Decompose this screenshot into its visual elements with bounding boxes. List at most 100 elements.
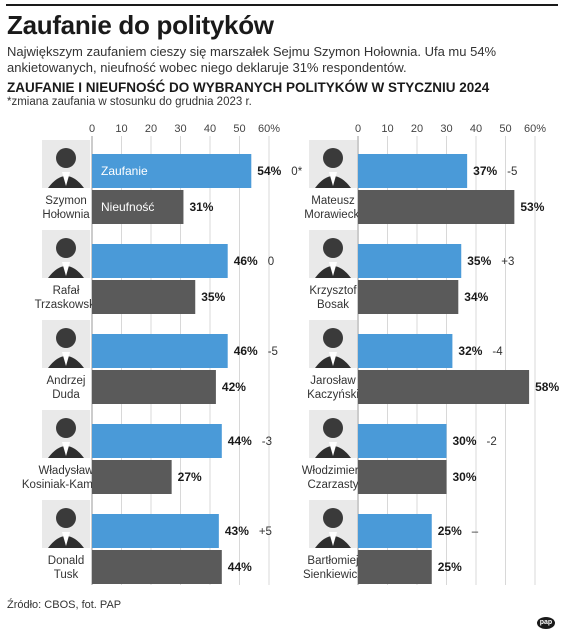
politician-name-line1: Mateusz [311, 195, 355, 207]
source-note: Źródło: CBOS, fot. PAP [7, 599, 122, 611]
distrust-bar [92, 460, 172, 494]
politician-name-line2: Duda [52, 389, 80, 401]
distrust-value-label: 53% [520, 200, 544, 214]
trust-value-label: 30% [453, 434, 477, 448]
portrait-shirt-icon [329, 442, 337, 456]
legend-distrust-label: Nieufność [101, 200, 154, 214]
portrait-head-icon [56, 238, 76, 258]
portrait-head-icon [56, 508, 76, 528]
trust-value-label: 46% [234, 344, 258, 358]
portrait-shirt-icon [329, 172, 337, 186]
portrait-head-icon [56, 418, 76, 438]
trust-bar [358, 514, 432, 548]
distrust-bar [92, 370, 216, 404]
trust-change-label: +5 [259, 526, 272, 538]
x-tick-label: 20 [145, 123, 157, 135]
portrait-shirt-icon [62, 442, 70, 456]
politician-name-line2: Sienkiewicz [303, 569, 363, 581]
x-tick-label: 30 [440, 123, 452, 135]
trust-change-label: – [472, 526, 479, 538]
politician-name-line2: Morawiecki [304, 209, 362, 221]
page-subtitle: Największym zaufaniem cieszy się marszał… [7, 44, 497, 75]
portrait-head-icon [323, 328, 343, 348]
trust-bar [358, 334, 453, 368]
x-tick-label: 60% [524, 123, 546, 135]
x-tick-label: 20 [411, 123, 423, 135]
trust-change-label: -4 [492, 346, 503, 358]
pap-logo: pap [537, 617, 555, 629]
politician-name-line1: Donald [48, 555, 84, 567]
politician-name-line2: Hołownia [42, 209, 90, 221]
trust-value-label: 43% [225, 524, 249, 538]
portrait-shirt-icon [62, 262, 70, 276]
trust-value-label: 46% [234, 254, 258, 268]
distrust-value-label: 34% [464, 290, 488, 304]
trust-change-label: -2 [487, 436, 497, 448]
distrust-value-label: 35% [201, 290, 225, 304]
distrust-bar [358, 280, 459, 314]
politician-name-line1: Bartłomiej [307, 555, 358, 567]
x-tick-label: 30 [174, 123, 186, 135]
x-tick-label: 60% [258, 123, 280, 135]
politician-name-line1: Włodzimierz [302, 465, 365, 477]
distrust-value-label: 30% [453, 470, 477, 484]
trust-change-label: +3 [501, 256, 514, 268]
top-rule [6, 4, 558, 6]
x-tick-label: 50 [233, 123, 245, 135]
distrust-value-label: 42% [222, 380, 246, 394]
distrust-bar [92, 280, 196, 314]
portrait-head-icon [56, 148, 76, 168]
politician-name-line2: Trzaskowski [35, 299, 98, 311]
distrust-bar [358, 460, 447, 494]
distrust-bar [92, 550, 222, 584]
x-tick-label: 10 [115, 123, 127, 135]
portrait-shirt-icon [329, 532, 337, 546]
trust-change-label: 0 [268, 256, 274, 268]
portrait-head-icon [323, 148, 343, 168]
distrust-bar [92, 190, 184, 224]
portrait-head-icon [56, 328, 76, 348]
trust-change-label: -5 [268, 346, 278, 358]
x-tick-label: 0 [355, 123, 361, 135]
portrait-shirt-icon [329, 262, 337, 276]
politician-name-line1: Andrzej [47, 375, 86, 387]
distrust-value-label: 44% [228, 560, 252, 574]
distrust-bar [358, 370, 530, 404]
trust-bar [358, 244, 462, 278]
distrust-value-label: 31% [189, 200, 213, 214]
politician-name-line2: Kaczyński [307, 389, 359, 401]
politician-name-line2: Kosiniak-Kamysz [22, 479, 110, 491]
trust-bar [92, 244, 228, 278]
distrust-bar [358, 190, 515, 224]
x-tick-label: 40 [204, 123, 216, 135]
portrait-shirt-icon [62, 172, 70, 186]
trust-value-label: 35% [467, 254, 491, 268]
trust-change-label: -3 [262, 436, 272, 448]
portrait-head-icon [323, 238, 343, 258]
politician-name-line1: Władysław [39, 465, 95, 477]
trust-value-label: 32% [458, 344, 482, 358]
x-tick-label: 10 [381, 123, 393, 135]
trust-bar [358, 154, 468, 188]
portrait-head-icon [323, 508, 343, 528]
trust-change-label: -5 [507, 166, 517, 178]
legend-trust-label: Zaufanie [101, 164, 148, 178]
trust-bar [358, 424, 447, 458]
trust-bar [92, 424, 222, 458]
trust-bar [92, 154, 252, 188]
chart-note: *zmiana zaufania w stosunku do grudnia 2… [7, 96, 252, 108]
distrust-bar [358, 550, 432, 584]
politician-name-line1: Szymon [45, 195, 87, 207]
page-title: Zaufanie do polityków [7, 10, 274, 40]
trust-value-label: 37% [473, 164, 497, 178]
chart-title: ZAUFANIE I NIEUFNOŚĆ DO WYBRANYCH POLITY… [7, 80, 490, 95]
portrait-shirt-icon [62, 532, 70, 546]
x-tick-label: 50 [499, 123, 511, 135]
distrust-value-label: 58% [535, 380, 559, 394]
politician-name-line1: Krzysztof [309, 285, 357, 297]
portrait-shirt-icon [329, 352, 337, 366]
politician-name-line2: Czarzasty [307, 479, 358, 491]
portrait-head-icon [323, 418, 343, 438]
portrait-shirt-icon [62, 352, 70, 366]
trust-bar [92, 334, 228, 368]
